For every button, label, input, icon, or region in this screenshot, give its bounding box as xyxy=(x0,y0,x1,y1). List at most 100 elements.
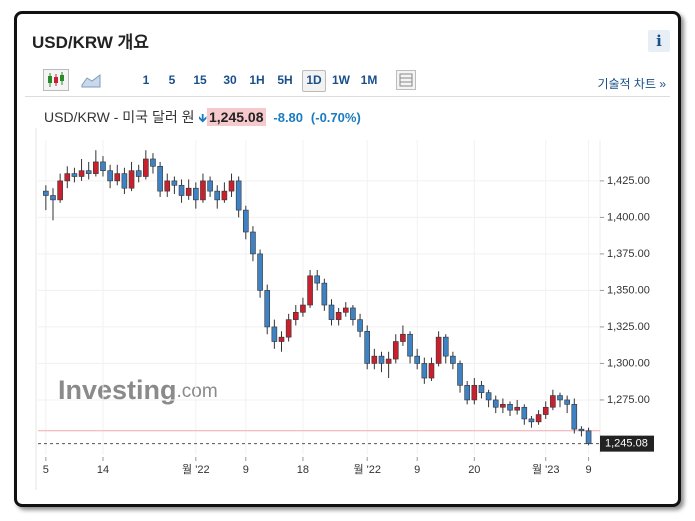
price: 1,245.08 xyxy=(207,108,266,126)
candle-body xyxy=(121,173,128,189)
candle-body xyxy=(471,385,478,401)
last-price-label: 1,245.08 xyxy=(605,438,648,450)
candle-body xyxy=(500,404,506,408)
candle-body xyxy=(57,180,63,201)
candle-body xyxy=(478,385,485,393)
candle-body xyxy=(457,363,463,386)
x-tick-label: 월 '22 xyxy=(182,463,210,476)
candle-body xyxy=(400,333,406,342)
candle-body xyxy=(335,312,342,320)
quote: USD/KRW - 미국 달러 원 🡻 1,245.08 -8.80 (-0.70… xyxy=(44,107,361,130)
y-tick-label: 1,350.00 xyxy=(607,284,650,296)
candle-body xyxy=(442,336,449,357)
candle-icon[interactable] xyxy=(43,69,69,91)
x-tick-label: 20 xyxy=(468,464,480,476)
candle-body xyxy=(150,158,156,167)
interval-button[interactable]: 15 xyxy=(193,73,207,87)
interval-button[interactable]: 5 xyxy=(168,73,176,87)
candle-body xyxy=(185,187,192,196)
interval-button[interactable]: 5H xyxy=(277,73,293,87)
candle-body xyxy=(43,190,49,196)
interval-button[interactable]: 1M xyxy=(360,73,378,87)
candle-body xyxy=(328,304,335,320)
candle-body xyxy=(314,275,321,284)
interval-button[interactable]: 1H xyxy=(249,73,265,87)
candle-body xyxy=(143,158,149,177)
candle-body xyxy=(435,336,442,364)
down-arrow: 🡻 xyxy=(198,111,207,125)
table-icon[interactable] xyxy=(396,70,416,90)
interval-button[interactable]: 30 xyxy=(223,73,237,87)
watermark: Investing.com xyxy=(58,375,218,405)
interval-button[interactable]: 1 xyxy=(142,73,150,87)
technical-chart-link[interactable]: 기술적 차트 » xyxy=(597,77,666,91)
candle-body xyxy=(257,253,263,291)
candle-body xyxy=(342,307,349,313)
x-tick-label: 18 xyxy=(297,464,309,476)
candle-body xyxy=(135,170,142,177)
candle-body xyxy=(385,358,392,364)
candle-body xyxy=(557,395,563,401)
candle-body xyxy=(407,333,413,357)
candle-body xyxy=(71,173,78,177)
candle-body xyxy=(64,173,71,182)
last-price-badge xyxy=(600,435,654,452)
candle-body xyxy=(100,161,106,171)
candle-body xyxy=(392,341,399,360)
candle-body xyxy=(550,395,556,408)
candle-body xyxy=(300,304,306,313)
candle-body xyxy=(542,406,549,415)
candle-body xyxy=(485,392,492,401)
candle-body xyxy=(207,180,213,192)
info-button[interactable]: i xyxy=(648,30,670,52)
candle-body xyxy=(564,399,570,405)
y-tick-label: 1,325.00 xyxy=(607,321,650,333)
y-tick-label: 1,400.00 xyxy=(607,211,650,223)
candle-body xyxy=(164,180,171,192)
candle-body xyxy=(278,336,285,342)
candle-body xyxy=(521,406,528,420)
y-tick-label: 1,275.00 xyxy=(607,394,650,406)
candle-body xyxy=(507,404,513,411)
x-tick-label: 5 xyxy=(43,464,49,476)
interval-button[interactable]: 1D xyxy=(302,70,326,92)
candle-body xyxy=(178,184,185,196)
change: -8.80 xyxy=(273,110,304,125)
widget: USD/KRW 개요 i 1 5 15 30 1H 5H 1D 1W 1M 기술적 차트 » U… xyxy=(14,11,681,507)
candle-body xyxy=(171,180,178,186)
candle-body xyxy=(114,173,121,182)
area-icon[interactable] xyxy=(81,72,101,88)
candle-body xyxy=(414,355,420,364)
candle-body xyxy=(157,165,163,192)
candle-body xyxy=(364,331,371,364)
candle-body xyxy=(243,209,249,233)
candle-body xyxy=(93,161,99,174)
candle-body xyxy=(50,195,56,201)
separator xyxy=(25,96,670,97)
candle-body xyxy=(357,319,363,332)
candle-body xyxy=(285,319,292,338)
x-tick-label: 월 '22 xyxy=(353,463,381,476)
candle-body xyxy=(200,180,206,201)
x-tick-label: 월 '23 xyxy=(532,463,560,476)
candle-body xyxy=(292,312,299,320)
candle-body xyxy=(464,385,470,401)
watermark-suffix: .com xyxy=(177,381,218,402)
y-tick-label: 1,300.00 xyxy=(607,357,650,369)
candle-body xyxy=(228,180,235,192)
candle-body xyxy=(371,355,378,364)
candle-body xyxy=(107,170,113,182)
candle-body xyxy=(514,406,520,411)
x-tick-label: 9 xyxy=(414,464,420,476)
candle-body xyxy=(492,399,499,408)
x-tick-label: 14 xyxy=(97,464,109,476)
candle-body xyxy=(78,170,85,177)
y-tick-label: 1,425.00 xyxy=(607,175,650,187)
interval-button[interactable]: 1W xyxy=(332,73,350,87)
toolbar: 1 5 15 30 1H 5H 1D 1W 1M 기술적 차트 » xyxy=(25,66,670,94)
candle-body xyxy=(585,430,592,444)
candle-body xyxy=(214,190,221,201)
candle-body xyxy=(128,170,135,189)
change-percent: (-0.70%) xyxy=(310,110,361,125)
